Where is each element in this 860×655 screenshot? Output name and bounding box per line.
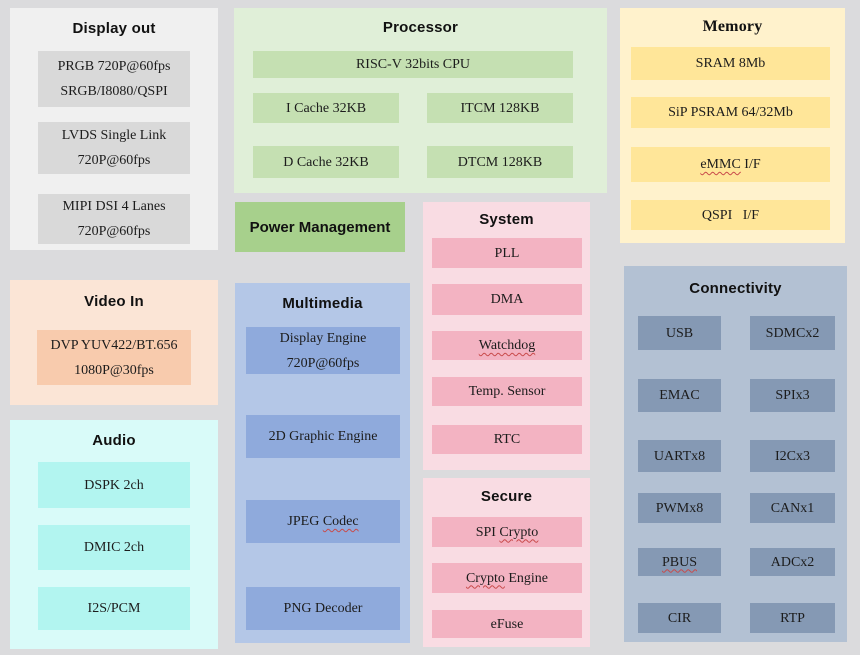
processor-title: Processor: [382, 19, 459, 36]
connectivity-item-cir: CIR: [638, 603, 721, 633]
audio-block: Audio DSPK 2ch DMIC 2ch I2S/PCM: [10, 420, 218, 649]
multimedia-title: Multimedia: [282, 295, 363, 312]
connectivity-item-emac: EMAC: [638, 379, 721, 412]
connectivity-title: Connectivity: [689, 280, 782, 297]
secure-item-efuse: eFuse: [432, 610, 582, 638]
video-in-title: Video In: [84, 293, 144, 310]
connectivity-block: Connectivity USB SDMCx2 EMAC SPIx3 UARTx…: [624, 266, 847, 642]
secure-title: Secure: [480, 488, 533, 505]
secure-item-spi-crypto: SPI Crypto: [432, 517, 582, 547]
secure-item-crypto-engine: Crypto Engine: [432, 563, 582, 593]
connectivity-item-pwm: PWMx8: [638, 493, 721, 523]
audio-title: Audio: [92, 432, 136, 449]
display-out-item-mipi: MIPI DSI 4 Lanes 720P@60fps: [38, 194, 190, 244]
connectivity-item-rtp: RTP: [750, 603, 835, 633]
system-title: System: [479, 211, 534, 228]
connectivity-item-usb: USB: [638, 316, 721, 350]
system-item-rtc: RTC: [432, 425, 582, 454]
connectivity-item-adc: ADCx2: [750, 548, 835, 576]
system-item-pll: PLL: [432, 238, 582, 268]
audio-item-dspk: DSPK 2ch: [38, 462, 190, 508]
secure-block: Secure SPI Crypto Crypto Engine eFuse: [423, 478, 590, 647]
system-block: System PLL DMA Watchdog Temp. Sensor RTC: [423, 202, 590, 470]
processor-cpu: RISC-V 32bits CPU: [253, 51, 573, 78]
system-item-watchdog: Watchdog: [432, 331, 582, 360]
processor-icache: I Cache 32KB: [253, 93, 399, 123]
processor-dtcm: DTCM 128KB: [427, 146, 573, 178]
system-item-temp-sensor: Temp. Sensor: [432, 377, 582, 406]
audio-item-dmic: DMIC 2ch: [38, 525, 190, 570]
video-in-item-dvp: DVP YUV422/BT.656 1080P@30fps: [37, 330, 191, 385]
memory-item-emmc: eMMC I/F: [631, 147, 830, 182]
processor-dcache: D Cache 32KB: [253, 146, 399, 178]
connectivity-item-pbus: PBUS: [638, 548, 721, 576]
connectivity-item-i2c: I2Cx3: [750, 440, 835, 472]
multimedia-item-display-engine: Display Engine 720P@60fps: [246, 327, 400, 374]
processor-itcm: ITCM 128KB: [427, 93, 573, 123]
display-out-item-lvds: LVDS Single Link 720P@60fps: [38, 122, 190, 174]
video-in-block: Video In DVP YUV422/BT.656 1080P@30fps: [10, 280, 218, 405]
display-out-title: Display out: [72, 20, 156, 37]
memory-item-sram: SRAM 8Mb: [631, 47, 830, 80]
display-out-block: Display out PRGB 720P@60fps SRGB/I8080/QS…: [10, 8, 218, 250]
multimedia-item-png: PNG Decoder: [246, 587, 400, 630]
connectivity-item-uart: UARTx8: [638, 440, 721, 472]
connectivity-item-spi: SPIx3: [750, 379, 835, 412]
processor-block: Processor RISC-V 32bits CPU I Cache 32KB…: [234, 8, 607, 193]
multimedia-item-jpeg: JPEG Codec: [246, 500, 400, 543]
multimedia-block: Multimedia Display Engine 720P@60fps 2D G…: [235, 283, 410, 643]
memory-title: Memory: [702, 18, 763, 35]
multimedia-item-2d-engine: 2D Graphic Engine: [246, 415, 400, 458]
memory-block: Memory SRAM 8Mb SiP PSRAM 64/32Mb eMMC I…: [620, 8, 845, 243]
memory-item-qspi: QSPI I/F: [631, 200, 830, 230]
system-item-dma: DMA: [432, 284, 582, 315]
memory-item-psram: SiP PSRAM 64/32Mb: [631, 97, 830, 128]
audio-item-i2s: I2S/PCM: [38, 587, 190, 630]
display-out-item-prgb: PRGB 720P@60fps SRGB/I8080/QSPI: [38, 51, 190, 107]
connectivity-item-can: CANx1: [750, 493, 835, 523]
connectivity-item-sdmc: SDMCx2: [750, 316, 835, 350]
power-management-block: Power Management: [235, 202, 405, 252]
